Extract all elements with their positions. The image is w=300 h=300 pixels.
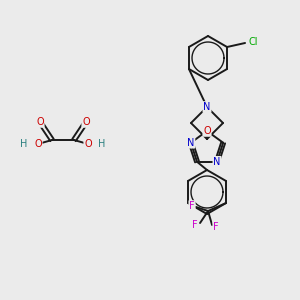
Text: O: O (36, 117, 44, 127)
Text: O: O (82, 117, 90, 127)
Text: H: H (20, 139, 28, 149)
Text: N: N (187, 138, 194, 148)
Text: F: F (213, 222, 219, 232)
Text: N: N (203, 102, 211, 112)
Text: F: F (192, 220, 198, 230)
Text: F: F (189, 201, 195, 211)
Text: O: O (34, 139, 42, 149)
Text: N: N (213, 157, 221, 167)
Text: O: O (84, 139, 92, 149)
Text: H: H (98, 139, 106, 149)
Text: Cl: Cl (248, 37, 258, 47)
Text: O: O (203, 126, 211, 136)
